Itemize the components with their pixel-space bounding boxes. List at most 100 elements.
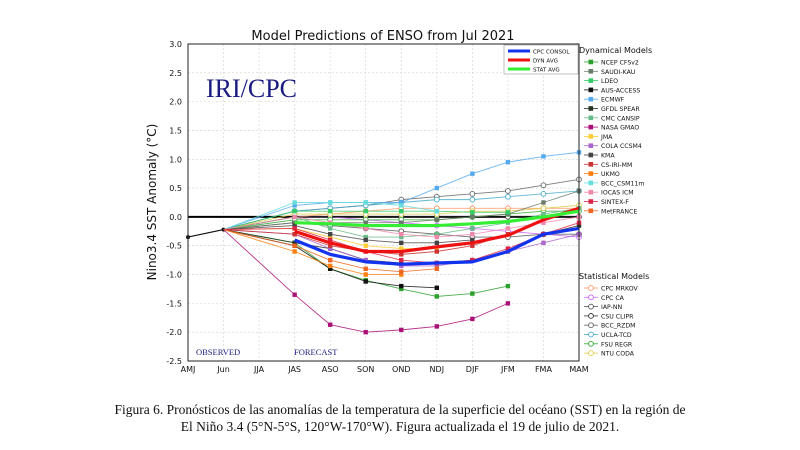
statistical-legend-swatch-marker [588,322,594,329]
statistical-legend-label: IAP-NN [601,304,623,311]
dynamical-model-point [399,234,404,240]
dynamical-legend-swatch-marker [588,69,594,74]
dynamical-model-point [434,246,440,251]
statistical-legend-swatch-marker [588,331,594,338]
dynamical-model-point [399,203,404,208]
dynamical-model-point [327,266,333,271]
summary-line [294,209,580,228]
dynamical-model-point [399,283,404,289]
dynamical-model-point [470,291,475,296]
dynamical-legend-label: SINTEX-F [601,199,629,206]
dynamical-model-line [223,229,437,273]
statistical-model-point [469,191,476,197]
dynamical-model-point [470,257,475,263]
dynamical-legend-label: COLA CCSM4 [601,143,642,150]
dynamical-legend-label: MetFRANCE [601,208,637,215]
dynamical-model-point [327,208,333,214]
dynamical-model-point [363,257,368,263]
caption-line-2: El Niño 3.4 (5°N-5°S, 120°W-170°W). Figu… [180,419,620,434]
x-tick-label: NDJ [430,365,445,374]
x-tick-label: ASO [322,365,339,374]
y-tick-label: 0.0 [169,213,182,222]
y-axis-label: Nino3.4 SST Anomaly (°C) [145,124,159,281]
dynamical-model-point [505,283,511,289]
dynamical-legend-swatch-marker [588,134,594,139]
x-tick-label: MAM [569,365,588,374]
dynamical-model-line [223,229,580,267]
dynamical-legend-label: SAUDI-KAU [601,69,635,76]
x-tick-label: JAS [287,365,301,374]
watermark: IRI/CPC [206,74,297,103]
statistical-legend-label: UCLA-TCD [601,332,632,339]
chart-title: Model Predictions of ENSO from Jul 2021 [251,29,514,44]
dynamical-model-point [363,243,368,248]
dynamical-model-point [505,226,511,231]
summary-line [294,206,580,254]
dynamical-model-point [363,208,368,214]
summary-legend: CPC CONSOL DYN AVG STAT AVG [503,44,579,75]
y-axis: -2.5 -2.0 -1.5 -1.0 -0.5 0.0 0.5 1.0 1.5 2.0 2.5 3.… [166,40,182,366]
dynamical-model-point [292,243,297,248]
dynamical-model-point [292,214,297,220]
dynamical-model-point [399,252,404,257]
statistical-legend-label: CSU CLIPR [601,313,634,320]
y-tick-label: -0.5 [166,242,182,251]
dynamical-model-point [292,232,297,237]
dynamical-model-point [292,226,297,231]
dynamical-model-point [399,263,404,269]
dynamical-legend-label: AUS-ACCESS [601,87,640,94]
x-tick-label: OND [392,365,410,374]
dynamical-model-point [541,200,546,205]
statistical-legend-label: BCC_RZDM [601,323,636,330]
dynamical-model-point [470,316,475,322]
dynamical-model-point [327,234,333,240]
dynamical-legend-title: Dynamical Models [579,46,652,55]
x-tick-label: JFM [500,365,515,374]
summary-legend-label: CPC CONSOL [533,50,570,56]
statistical-model-point [433,196,440,203]
dynamical-model-point [327,232,333,237]
caption-line-1: Figura 6. Pronósticos de las anomalías d… [114,402,686,417]
plot-series [186,150,582,335]
dynamical-legend-label: UKMO [601,171,620,178]
dynamical-model-point [399,286,404,292]
dynamical-legend-swatch-marker [588,152,594,158]
summary-legend-label: STAT AVG [533,68,560,74]
dynamical-legend-swatch-marker [588,78,594,83]
y-tick-label: 1.5 [169,126,182,135]
forecast-label: FORECAST [294,347,338,357]
dynamical-model-point [399,220,404,225]
dynamical-model-point [399,246,404,251]
statistical-model-point [505,193,511,200]
dynamical-model-point [327,263,333,269]
dynamical-legend: Dynamical Models NCEP CFSv2 SAUDI-KAU LDEO… [579,46,652,215]
dynamical-model-point [505,210,511,215]
dynamical-model-point [434,324,440,329]
dynamical-legend-swatch-marker [588,199,594,204]
dynamical-model-point [505,159,511,165]
statistical-legend-title: Statistical Models [579,272,649,281]
dynamical-model-point [434,266,440,271]
statistical-legend-label: CPC CA [601,295,625,302]
dynamical-model-point [434,285,440,291]
y-tick-label: -1.0 [166,271,182,280]
dynamical-legend-label: LDEO [601,78,618,85]
statistical-model-point [540,182,547,189]
dynamical-model-point [399,257,404,263]
x-tick-label: FMA [535,365,553,374]
dynamical-model-point [434,294,440,299]
dynamical-model-point [399,269,404,274]
dynamical-legend-label: NCEP CFSv2 [601,60,639,67]
dynamical-legend-swatch-marker [588,96,594,102]
x-tick-label: DJF [466,365,480,374]
dynamical-model-line [223,216,580,238]
dynamical-model-point [434,217,440,222]
dynamical-model-point [327,257,333,263]
dynamical-legend-swatch-marker [588,171,594,176]
dynamical-model-point [292,223,297,228]
dynamical-legend-swatch-marker [588,143,594,148]
dynamical-legend-swatch-marker [588,124,594,130]
statistical-legend-swatch-marker [588,294,594,301]
y-tick-label: 1.0 [169,155,182,164]
statistical-model-point [540,191,547,197]
